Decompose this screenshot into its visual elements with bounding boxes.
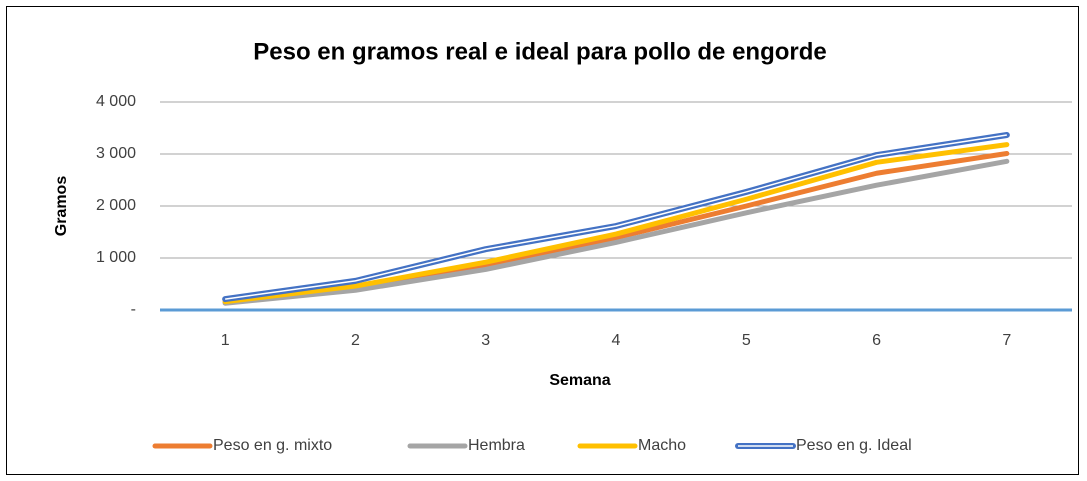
x-tick-label: 6 (872, 332, 881, 349)
x-tick-label: 5 (742, 332, 751, 349)
x-tick-label: 4 (612, 332, 621, 349)
legend-label: Peso en g. Ideal (796, 437, 912, 454)
series-line-inner (225, 134, 1007, 300)
y-tick-label: 3 000 (96, 145, 136, 162)
x-tick-label: 2 (351, 332, 360, 349)
x-tick-label: 1 (221, 332, 230, 349)
legend-label: Peso en g. mixto (213, 437, 332, 454)
chart-title: Peso en gramos real e ideal para pollo d… (253, 38, 827, 65)
y-tick-label: 4 000 (96, 93, 136, 110)
legend-label: Hembra (468, 437, 525, 454)
x-tick-label: 7 (1002, 332, 1011, 349)
y-tick-label: 1 000 (96, 249, 136, 266)
series-line (222, 142, 1010, 305)
x-tick-label: 3 (481, 332, 490, 349)
legend-label: Macho (638, 437, 686, 454)
y-tick-label: 2 000 (96, 197, 136, 214)
x-axis-title: Semana (549, 372, 610, 389)
y-tick-label: - (131, 301, 136, 318)
y-axis-title: Gramos (53, 176, 70, 237)
series-line (222, 158, 1010, 306)
